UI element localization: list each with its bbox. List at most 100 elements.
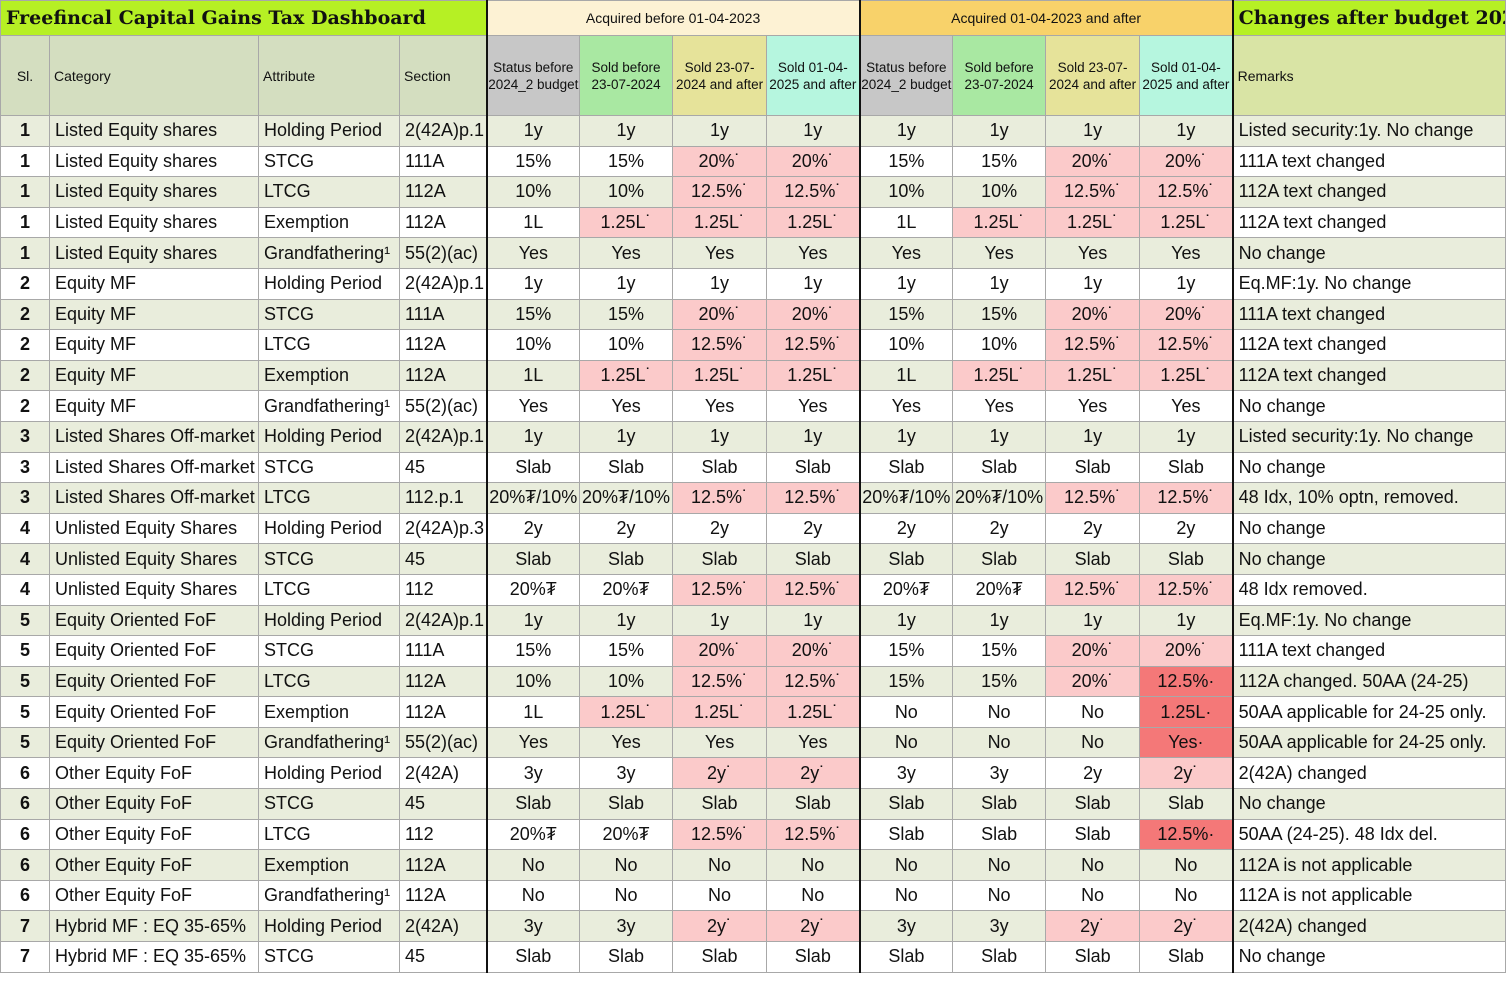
- before-value-cell: Slab: [579, 788, 674, 820]
- after-value-cell: 1y: [1045, 420, 1141, 453]
- after-value-cell: Slab: [1045, 451, 1141, 484]
- sl-cell: 6: [0, 788, 50, 820]
- category-cell: Listed Equity shares: [49, 237, 259, 269]
- before-value-cell: 2y: [672, 512, 768, 545]
- remark-cell: 50AA (24-25). 48 Idx del.: [1231, 818, 1507, 851]
- after-value-cell: Slab: [952, 543, 1047, 575]
- before-value-cell: 2y˙: [766, 757, 861, 790]
- after-value-cell: Slab: [858, 451, 954, 484]
- group-acquired-before: Acquired before 01-04-2023: [485, 0, 861, 36]
- after-value-cell: 12.5%·: [1139, 665, 1234, 698]
- remark-cell: No change: [1231, 543, 1507, 575]
- after-value-cell: 3y: [858, 757, 954, 790]
- before-value-cell: 1y: [766, 115, 861, 147]
- remark-cell: 112A changed. 50AA (24-25): [1231, 665, 1507, 698]
- header-sold-after-jul: Sold 23-07-2024 and after: [672, 35, 768, 116]
- category-cell: Listed Shares Off-market: [49, 420, 259, 453]
- after-value-cell: 1y: [952, 604, 1047, 637]
- after-value-cell: Slab: [1139, 543, 1234, 575]
- after-value-cell: 3y: [952, 910, 1047, 943]
- category-cell: Other Equity FoF: [49, 879, 259, 912]
- after-value-cell: Slab: [858, 543, 954, 575]
- before-value-cell: 15%: [485, 145, 581, 178]
- after-value-cell: Slab: [858, 818, 954, 851]
- sl-cell: 6: [0, 849, 50, 881]
- before-value-cell: 20%˙: [766, 145, 861, 178]
- before-value-cell: Slab: [672, 543, 768, 575]
- after-value-cell: 15%: [858, 635, 954, 667]
- before-value-cell: 1.25L˙: [579, 696, 674, 728]
- after-value-cell: 15%: [858, 298, 954, 331]
- before-value-cell: 20%₮/10%: [485, 482, 581, 514]
- header-category: Category: [49, 35, 259, 116]
- category-cell: Listed Equity shares: [49, 176, 259, 208]
- after-value-cell: 12.5%˙: [1045, 482, 1141, 514]
- after-value-cell: Slab: [1139, 941, 1234, 973]
- before-value-cell: 15%: [579, 145, 674, 178]
- after-value-cell: Yes: [1139, 237, 1234, 269]
- after-value-cell: Yes: [952, 237, 1047, 269]
- header-status-after: Status before 2024_2 budget: [858, 35, 954, 116]
- category-cell: Hybrid MF : EQ 35-65%: [49, 910, 259, 943]
- table-row: 2 Equity MF LTCG 112A 10% 10% 12.5%˙ 12.5%˙ 10% 1…: [0, 329, 1507, 361]
- before-value-cell: 1y: [672, 420, 768, 453]
- after-value-cell: 1y: [1139, 115, 1234, 147]
- category-cell: Equity MF: [49, 390, 259, 422]
- after-value-cell: Yes: [1139, 390, 1234, 422]
- section-cell: 55(2)(ac): [398, 390, 488, 422]
- before-value-cell: 12.5%˙: [766, 329, 861, 361]
- remark-cell: 48 Idx removed.: [1231, 573, 1507, 606]
- before-value-cell: Slab: [766, 451, 861, 484]
- remark-cell: 112A text changed: [1231, 359, 1507, 392]
- section-cell: 2(42A)p.1: [398, 115, 488, 147]
- after-value-cell: 12.5%˙: [1045, 176, 1141, 208]
- remark-cell: 112A text changed: [1231, 206, 1507, 239]
- attribute-cell: Holding Period: [258, 115, 400, 147]
- before-value-cell: 1L: [485, 206, 581, 239]
- attribute-cell: Grandfathering¹: [258, 390, 400, 422]
- after-value-cell: 1.25L˙: [952, 359, 1047, 392]
- before-value-cell: 2y˙: [766, 910, 861, 943]
- section-cell: 2(42A)p.1: [398, 267, 488, 300]
- sl-cell: 3: [0, 451, 50, 484]
- before-value-cell: Slab: [485, 543, 581, 575]
- table-row: 2 Equity MF Exemption 112A 1L 1.25L˙ 1.25L˙ 1.2…: [0, 359, 1507, 392]
- remark-cell: 112A text changed: [1231, 329, 1507, 361]
- after-value-cell: Slab: [952, 941, 1047, 973]
- category-cell: Hybrid MF : EQ 35-65%: [49, 941, 259, 973]
- before-value-cell: 1y: [485, 420, 581, 453]
- before-value-cell: Yes: [672, 726, 768, 759]
- after-value-cell: 1.25L·: [1139, 696, 1234, 728]
- after-value-cell: No: [952, 879, 1047, 912]
- table-row: 3 Listed Shares Off-market STCG 45 Slab Slab S…: [0, 451, 1507, 484]
- sl-cell: 1: [0, 115, 50, 147]
- before-value-cell: Slab: [579, 451, 674, 484]
- sl-cell: 6: [0, 757, 50, 790]
- attribute-cell: LTCG: [258, 665, 400, 698]
- after-value-cell: Yes: [858, 390, 954, 422]
- after-value-cell: 1.25L˙: [952, 206, 1047, 239]
- group-changes: Changes after budget 2024(2): [1231, 0, 1507, 36]
- remark-cell: 111A text changed: [1231, 635, 1507, 667]
- header-attribute: Attribute: [258, 35, 400, 116]
- before-value-cell: 20%˙: [766, 298, 861, 331]
- after-value-cell: No: [952, 696, 1047, 728]
- before-value-cell: Slab: [672, 788, 768, 820]
- before-value-cell: 10%: [579, 329, 674, 361]
- before-value-cell: Yes: [766, 390, 861, 422]
- category-cell: Other Equity FoF: [49, 818, 259, 851]
- after-value-cell: 2y˙: [1045, 910, 1141, 943]
- category-cell: Listed Equity shares: [49, 145, 259, 178]
- category-cell: Equity MF: [49, 267, 259, 300]
- section-cell: 2(42A): [398, 757, 488, 790]
- table-row: 2 Equity MF Holding Period 2(42A)p.1 1y 1y 1y 1…: [0, 267, 1507, 300]
- remark-cell: No change: [1231, 941, 1507, 973]
- after-value-cell: Yes: [1045, 237, 1141, 269]
- remark-cell: 112A is not applicable: [1231, 849, 1507, 881]
- section-cell: 111A: [398, 298, 488, 331]
- before-value-cell: 1y: [766, 604, 861, 637]
- remark-cell: 2(42A) changed: [1231, 910, 1507, 943]
- sl-cell: 2: [0, 298, 50, 331]
- after-value-cell: No: [858, 879, 954, 912]
- before-value-cell: 20%˙: [672, 145, 768, 178]
